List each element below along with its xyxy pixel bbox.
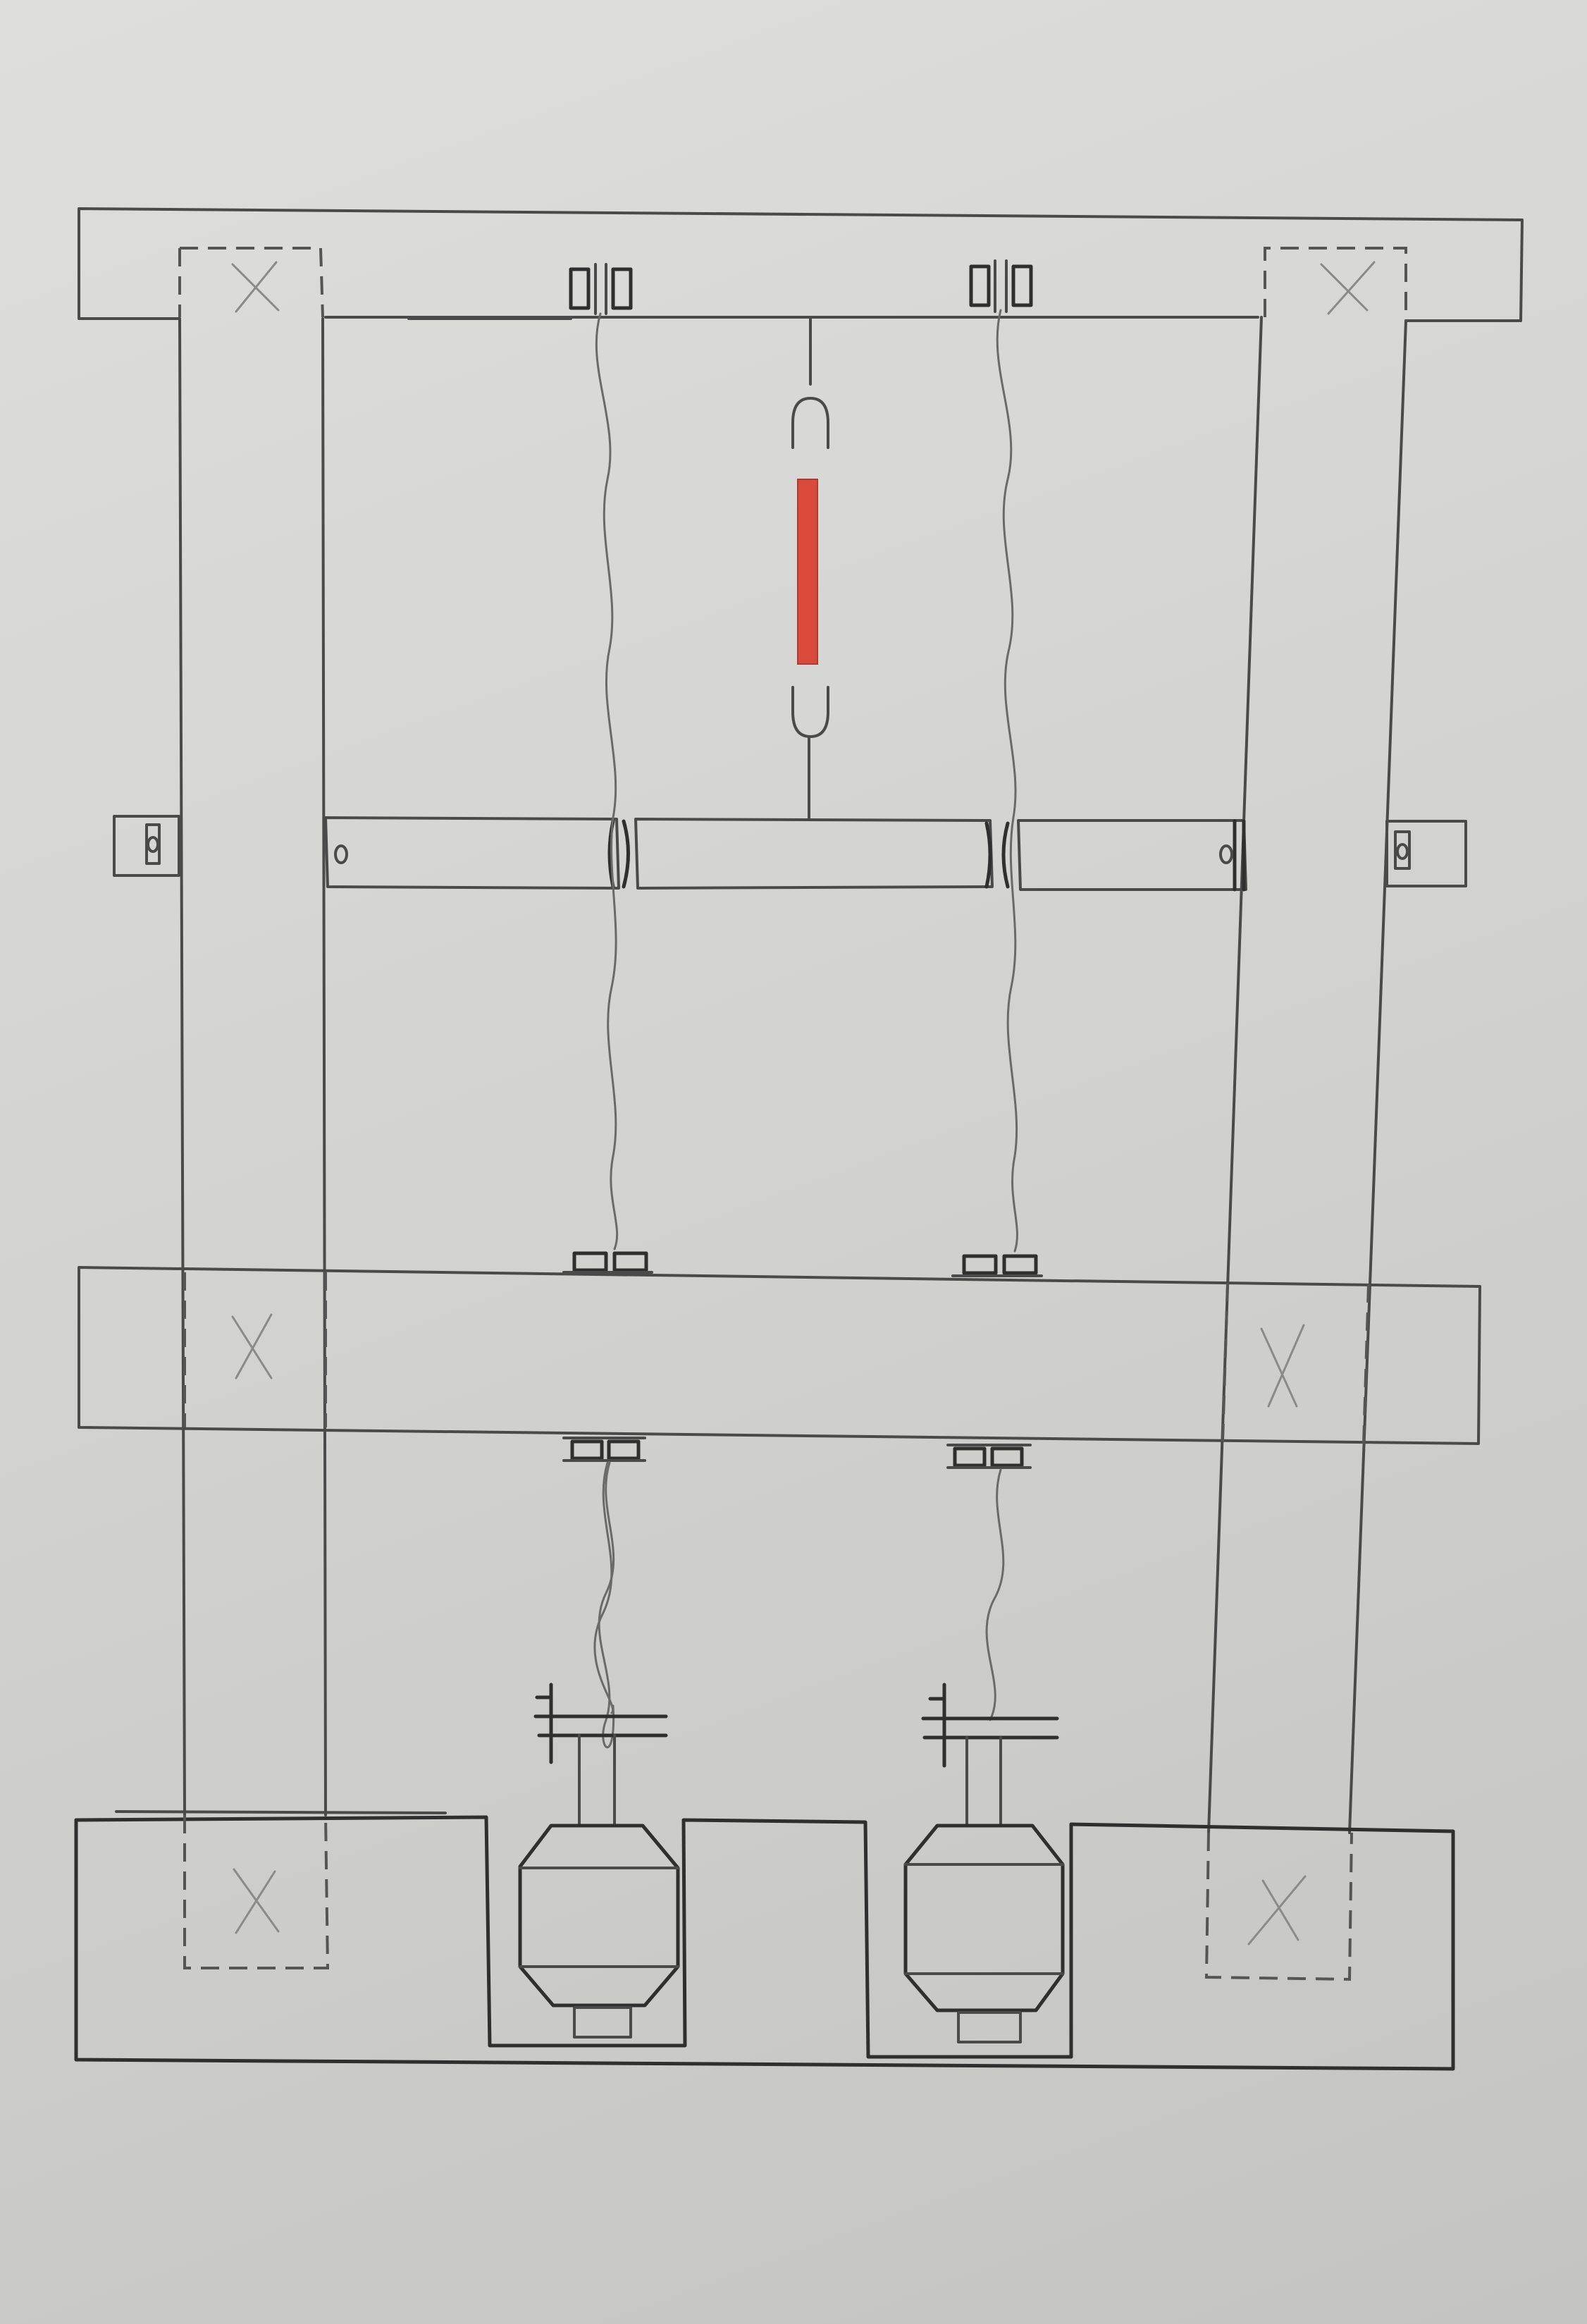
left-top-x-mark <box>231 261 280 313</box>
right-motor <box>903 1683 1065 2043</box>
right-base-x-mark <box>1247 1875 1307 1945</box>
right-cable-upper <box>996 309 1018 1253</box>
top-crossbeam <box>78 207 1524 322</box>
tension-rod <box>797 479 818 665</box>
left-column <box>178 247 327 1816</box>
lower-crossbeam <box>78 1266 1481 1445</box>
right-mid-x-mark <box>1260 1324 1305 1408</box>
right-cable-lower <box>985 1468 1005 1721</box>
left-cable-lower <box>598 1461 615 1749</box>
left-side-bracket <box>113 815 180 877</box>
left-base-hidden-block <box>183 1814 330 1969</box>
tension-rod-assembly <box>791 317 829 819</box>
middle-crossbeam <box>324 816 1247 892</box>
left-cable-lower-2 <box>593 1461 615 1714</box>
base-frame <box>74 1810 1455 2071</box>
right-top-hidden-block <box>1264 247 1407 321</box>
right-side-bracket <box>1385 820 1467 887</box>
right-lower-sheave <box>946 1444 1032 1469</box>
right-upper-sheave <box>951 1254 1043 1277</box>
left-mid-x-mark <box>231 1313 273 1379</box>
left-upper-sheave <box>562 1251 653 1274</box>
right-base-hidden-block <box>1204 1832 1353 1981</box>
left-base-x-mark <box>233 1868 280 1934</box>
left-motor <box>518 1683 680 2039</box>
top-right-pulley <box>969 259 1033 313</box>
left-lower-sheave <box>562 1437 646 1462</box>
right-column <box>1207 247 1407 1834</box>
left-top-hidden-block <box>178 247 324 318</box>
top-left-pulley <box>407 263 633 320</box>
right-top-x-mark <box>1320 261 1376 315</box>
left-cable-upper <box>595 312 619 1250</box>
